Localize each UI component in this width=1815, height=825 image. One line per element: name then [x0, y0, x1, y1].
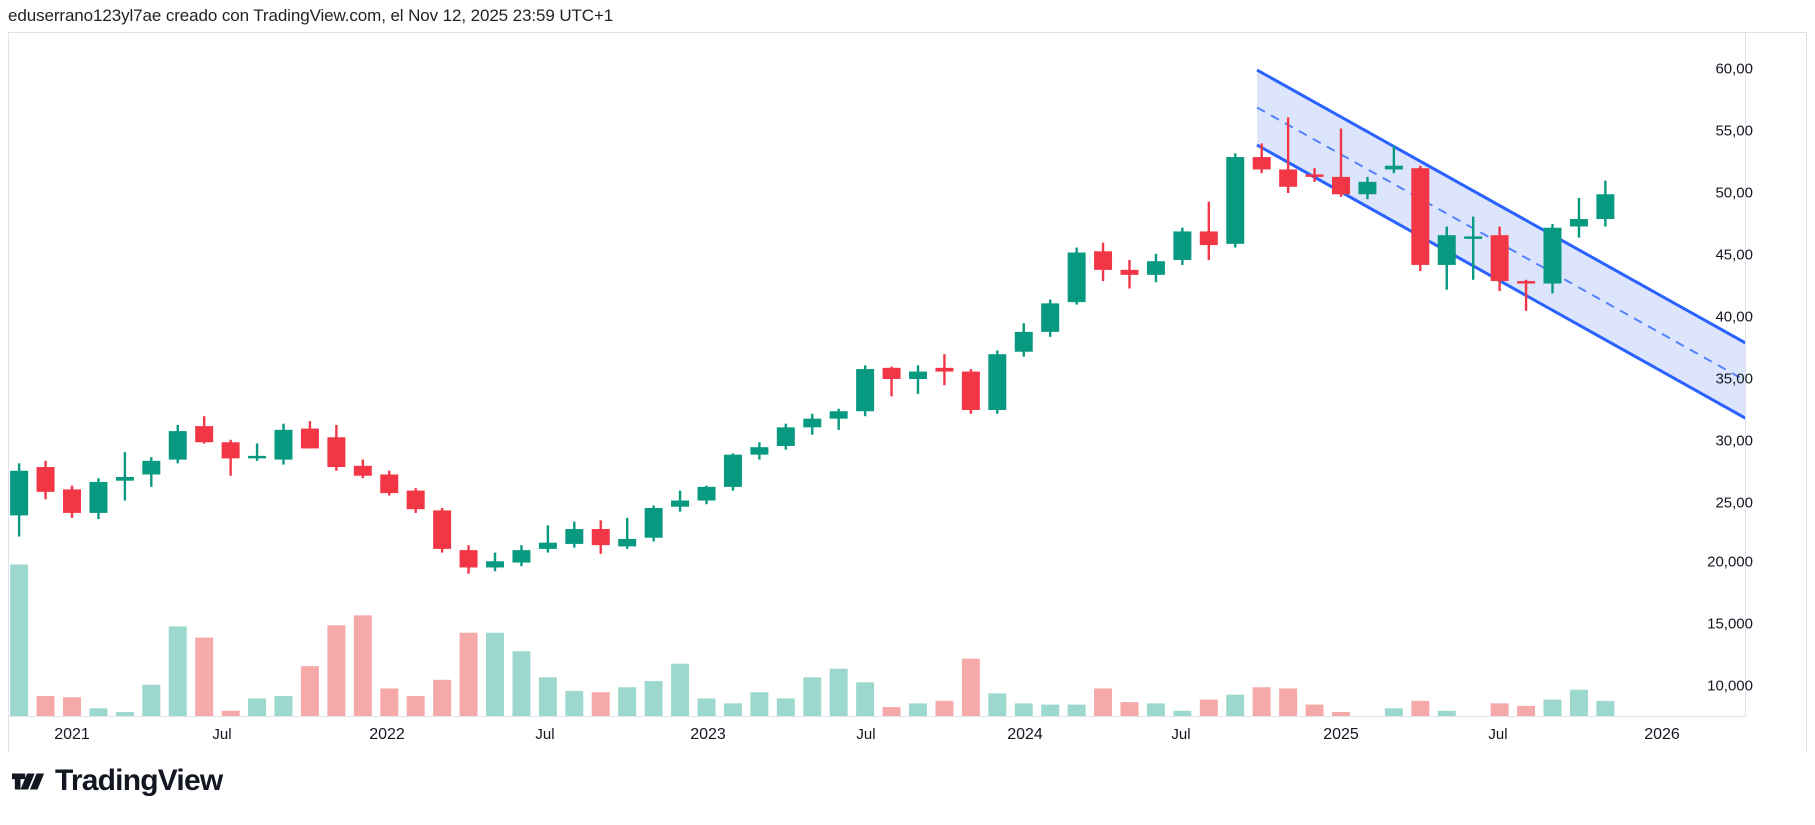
price-axis-tick: 55,00 [1715, 122, 1753, 140]
time-axis-tick: Jul [212, 726, 232, 743]
price-axis-tick: 60,00 [1715, 60, 1753, 78]
time-axis-tick: Jul [1171, 726, 1191, 743]
attribution-text: eduserrano123yl7ae creado con TradingVie… [8, 6, 614, 25]
time-axis-tick: 2023 [690, 726, 726, 743]
time-axis-tick: 2026 [1644, 726, 1680, 743]
tradingview-wordmark: TradingView [55, 764, 223, 797]
time-axis-tick: Jul [1488, 726, 1508, 743]
time-axis-tick: 2024 [1007, 726, 1043, 743]
plot-area[interactable]: DDDDDDDDDD⚡ [9, 33, 1746, 716]
price-axis-tick: 35,00 [1715, 370, 1753, 388]
price-axis[interactable]: 60,00 55,00 50,00 45,00 40,00 35,00 30,00 25,00… [1707, 33, 1806, 716]
volume-axis-tick: 20,000 [1707, 553, 1753, 571]
volume-axis-tick: 10,000 [1707, 677, 1753, 695]
volume-series [10, 564, 1615, 716]
price-axis-tick: 25,00 [1715, 494, 1753, 512]
price-axis-tick: 40,00 [1715, 308, 1753, 326]
candlestick-series [10, 117, 1615, 574]
time-axis-tick: Jul [856, 726, 876, 743]
time-axis-tick: 2025 [1323, 726, 1359, 743]
volume-axis-tick: 15,000 [1707, 615, 1753, 633]
time-axis-tick: Jul [535, 726, 555, 743]
price-axis-tick: 30,00 [1715, 432, 1753, 450]
chart-canvas [10, 68, 1746, 716]
time-axis-tick: 2022 [369, 726, 405, 743]
time-axis[interactable]: 2021 Jul 2022 Jul 2023 Jul 2024 Jul 2025 Jul 2026 [9, 716, 1746, 752]
tradingview-branding: TradingView [12, 764, 223, 798]
price-axis-tick: 50,00 [1715, 184, 1753, 202]
tradingview-logo-icon [12, 773, 45, 790]
chart-frame: DDDDDDDDDD⚡ 60,00 55,00 50,00 45,00 40,00 35,… [8, 32, 1807, 752]
parallel-channel-annotation [1256, 68, 1746, 421]
time-axis-tick: 2021 [54, 726, 90, 743]
price-axis-tick: 45,00 [1715, 246, 1753, 264]
